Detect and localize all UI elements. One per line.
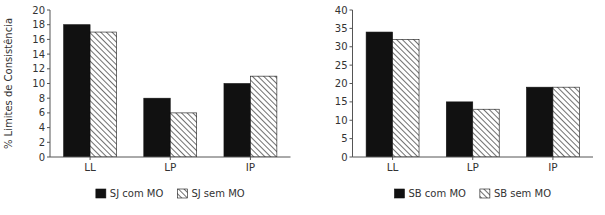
y-tick [47, 10, 50, 11]
y-tick [47, 39, 50, 40]
y-tick [350, 120, 353, 121]
y-tick [350, 28, 353, 29]
x-tick [472, 157, 473, 160]
bar [446, 102, 472, 157]
bar [250, 76, 276, 157]
legend-label: SB com MO [408, 188, 466, 199]
y-tick-label: 12 [32, 63, 45, 74]
y-tick-label: 0 [341, 152, 347, 163]
bars [64, 25, 277, 157]
y-tick [47, 54, 50, 55]
x-tick [250, 157, 251, 160]
bar [526, 87, 552, 157]
bar [553, 87, 579, 157]
y-tick-label: 30 [335, 41, 348, 52]
x-tick-label: LP [164, 161, 176, 173]
y-tick-label: 6 [39, 107, 45, 118]
bar [224, 84, 250, 158]
bar [170, 113, 196, 157]
legend-swatch [394, 189, 404, 198]
y-tick-label: 4 [39, 122, 45, 133]
y-tick-label: 35 [335, 23, 348, 34]
y-tick [47, 112, 50, 113]
x-tick [170, 157, 171, 160]
legend-swatch [177, 189, 187, 198]
x-tick [552, 157, 553, 160]
bar [366, 32, 392, 157]
bar [64, 25, 90, 157]
y-tick-label: 18 [32, 19, 45, 30]
x-tick-label: LL [84, 161, 96, 173]
y-tick [47, 98, 50, 99]
y-tick [350, 10, 353, 11]
legend-label: SJ com MO [110, 188, 164, 199]
y-tick [350, 83, 353, 84]
bar [90, 32, 116, 157]
legend-label: SJ sem MO [191, 188, 244, 199]
bars [366, 32, 579, 157]
x-tick-label: LP [467, 161, 479, 173]
legend-swatch [480, 189, 490, 198]
x-tick [90, 157, 91, 160]
y-tick-label: 20 [335, 78, 348, 89]
y-tick [47, 142, 50, 143]
legend-label: SB sem MO [494, 188, 551, 199]
y-tick [47, 127, 50, 128]
chart-panel: 0 2 4 6 8 10 12 14 16 18 20 LL LP IP % Limites de Cons… [3, 5, 291, 200]
y-tick-label: 25 [335, 60, 348, 71]
y-tick-label: 14 [32, 49, 45, 60]
y-tick-label: 10 [32, 78, 45, 89]
y-tick-label: 40 [335, 5, 348, 16]
x-tick [392, 157, 393, 160]
x-tick-label: IP [246, 161, 255, 173]
y-tick-label: 20 [32, 5, 45, 16]
y-tick [350, 46, 353, 47]
y-tick-label: 2 [39, 137, 45, 148]
y-tick [47, 157, 50, 158]
x-tick-label: LL [387, 161, 399, 173]
y-tick-label: 5 [341, 133, 347, 144]
y-tick-label: 16 [32, 34, 45, 45]
legend-swatch [96, 189, 106, 198]
bar [144, 98, 170, 157]
legend: SB com MO SB sem MO [394, 188, 551, 199]
x-tick-label: IP [548, 161, 557, 173]
y-tick [350, 138, 353, 139]
y-axis-label: % Limites de Consistência [3, 18, 14, 149]
chart-panel: 0 5 10 15 20 25 30 35 40 LL LP IP SB com MO SB sem MO [335, 5, 593, 200]
legend: SJ com MO SJ sem MO [96, 188, 245, 199]
y-tick [350, 65, 353, 66]
bar [473, 109, 499, 157]
y-tick [350, 157, 353, 158]
y-tick [47, 24, 50, 25]
y-tick-label: 8 [39, 93, 45, 104]
y-tick-label: 10 [335, 115, 348, 126]
bar [393, 39, 419, 157]
y-tick [47, 68, 50, 69]
y-tick-label: 15 [335, 96, 348, 107]
y-tick [47, 83, 50, 84]
y-tick [350, 101, 353, 102]
chart-canvas: 0 2 4 6 8 10 12 14 16 18 20 LL LP IP % Limites de Cons… [0, 0, 605, 215]
y-tick-label: 0 [39, 152, 45, 163]
